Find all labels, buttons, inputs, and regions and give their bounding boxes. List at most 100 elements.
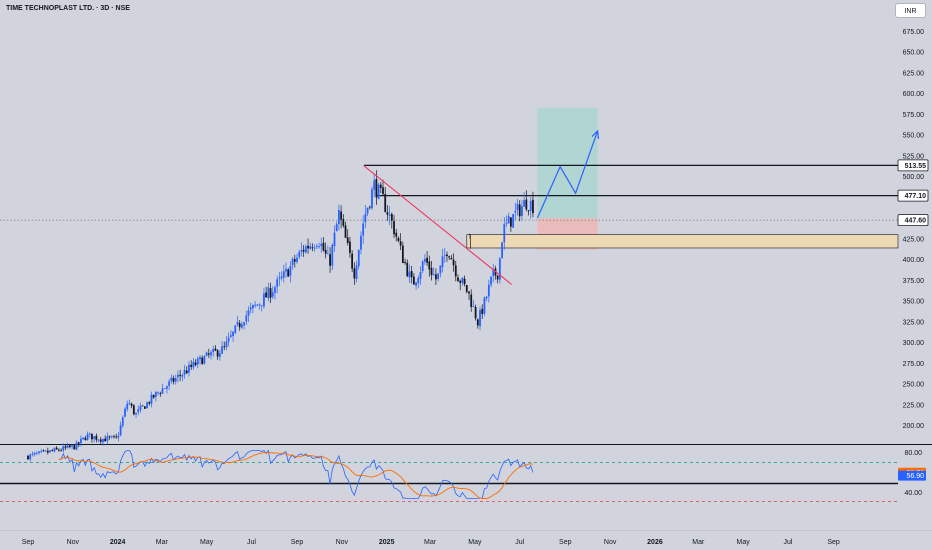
candle-body [333, 232, 336, 247]
candle-body [441, 256, 444, 268]
candle-body [55, 447, 58, 450]
rsi-axis-tick-label: 40.00 [904, 490, 922, 497]
candle-body [121, 417, 124, 426]
candle-body [113, 436, 115, 438]
price-axis-tick-label: 525.00 [903, 153, 925, 160]
candle-body [82, 437, 85, 440]
candle-body [335, 224, 338, 232]
candle-body [282, 271, 285, 278]
candle-body [263, 293, 265, 307]
candle-body [174, 378, 177, 382]
candle-body [258, 304, 261, 306]
candle-body [496, 275, 499, 280]
time-axis-tick-label: Nov [67, 539, 80, 546]
candle-body [401, 245, 404, 263]
candle-body [214, 348, 217, 351]
candle-body [194, 362, 197, 366]
candle-body [362, 223, 365, 236]
time-axis-tick-label: 2026 [647, 539, 663, 546]
candle-body [234, 325, 237, 333]
candle-body [161, 388, 164, 394]
candle-body [432, 274, 435, 276]
candle-body [430, 268, 433, 275]
price-axis-tick-label: 400.00 [903, 257, 925, 264]
candle-body [91, 433, 93, 440]
candle-body [311, 247, 314, 249]
candle-body [60, 450, 62, 452]
candle-body [38, 451, 40, 453]
candle-body [353, 268, 356, 279]
candle-body [225, 341, 228, 348]
price-axis-tick-label: 325.00 [903, 319, 925, 326]
support-zone [466, 234, 899, 249]
candle-body [313, 247, 316, 249]
candle-body [88, 433, 91, 435]
candle-body [102, 438, 104, 443]
candle-body [35, 453, 38, 455]
candle-body [154, 391, 157, 397]
time-axis-tick-label: Jul [784, 539, 793, 546]
candle-body [278, 277, 281, 279]
candle-body [143, 406, 146, 409]
candle-body [503, 224, 506, 243]
candle-body [309, 246, 312, 249]
candle-body [443, 255, 446, 257]
rsi-line [58, 449, 534, 500]
candle-body [474, 307, 477, 319]
candle-body [382, 187, 384, 195]
candle-body [324, 249, 327, 254]
candle-body [126, 403, 129, 410]
time-axis-tick-label: 2024 [110, 539, 126, 546]
candle-body [179, 374, 182, 376]
candle-body [479, 309, 481, 327]
currency-button[interactable]: INR [895, 3, 926, 18]
candle-body [340, 211, 343, 220]
candle-body [302, 249, 305, 252]
candle-body [168, 381, 171, 386]
candle-body [366, 207, 369, 214]
rsi-axis-tick-label: 80.00 [904, 450, 922, 457]
candle-body [141, 405, 144, 407]
candle-body [227, 337, 230, 342]
candle-body [124, 408, 126, 417]
candle-body [29, 454, 32, 460]
price-axis-tick-label: 200.00 [903, 423, 925, 430]
downtrend-line [363, 165, 512, 285]
candle-body [99, 439, 102, 442]
candle-body [232, 331, 234, 337]
candle-body [31, 453, 34, 455]
time-axis-tick-label: Mar [156, 539, 169, 546]
candle-body [296, 257, 298, 262]
candle-body [300, 250, 303, 252]
candle-body [501, 242, 503, 259]
price-axis-tick-label: 600.00 [903, 91, 925, 98]
candle-body [243, 322, 245, 326]
time-axis-tick-label: Mar [424, 539, 437, 546]
candle-body [521, 206, 523, 216]
candle-body [135, 412, 137, 415]
candle-body [505, 222, 508, 224]
price-level-label-box [897, 189, 929, 202]
candle-body [461, 278, 464, 283]
time-axis-tick-label: Nov [336, 539, 349, 546]
candle-body [51, 450, 54, 452]
candle-body [342, 219, 345, 226]
candle-body [240, 324, 243, 328]
candle-body [360, 235, 362, 250]
candle-body [128, 403, 131, 404]
candle-body [265, 292, 268, 298]
candle-body [364, 213, 367, 223]
candle-body [450, 257, 453, 260]
candle-body [139, 406, 142, 411]
candle-body [490, 276, 492, 285]
candle-body [410, 271, 413, 278]
time-axis-tick-label: Jul [247, 539, 256, 546]
candle-body [373, 180, 376, 190]
forecast-arrowhead [591, 129, 600, 139]
candle-body [397, 237, 400, 241]
candle-body [68, 445, 71, 448]
candle-body [62, 446, 65, 451]
candle-body [487, 284, 490, 297]
candle-body [318, 246, 320, 248]
